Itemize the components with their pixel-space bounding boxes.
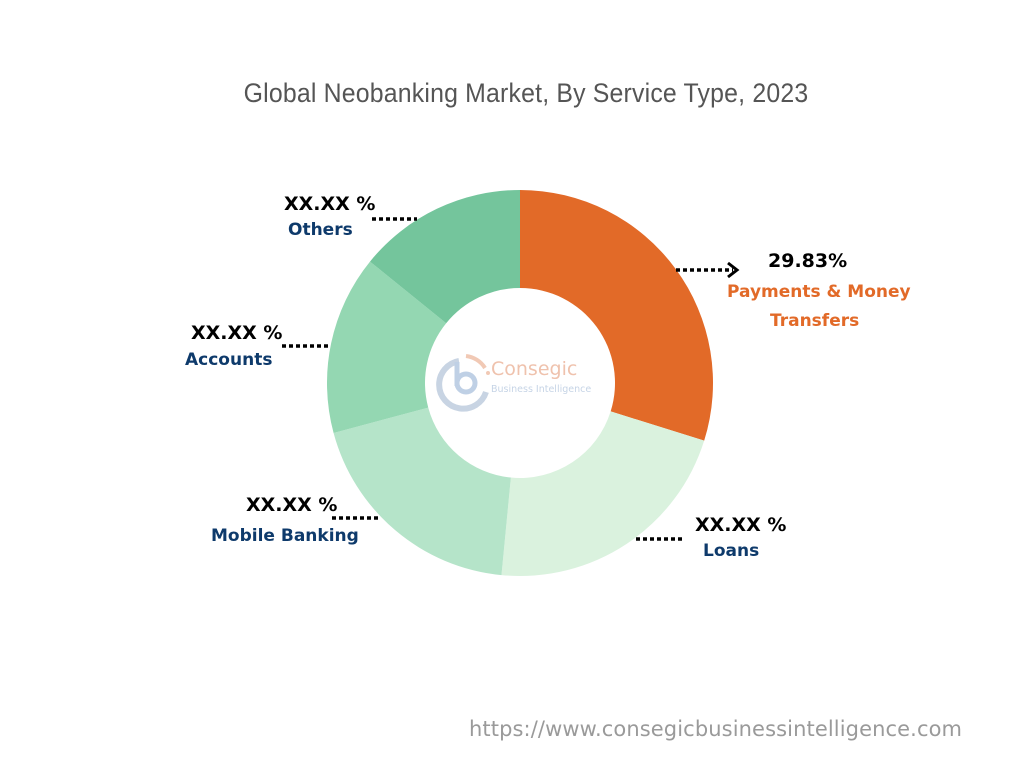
loans-label: Loans (703, 541, 760, 561)
accounts-label: Accounts (185, 350, 273, 370)
source-url: https://www.consegicbusinessintelligence… (469, 717, 963, 741)
accounts-value: XX.XX % (191, 322, 283, 344)
mobile-banking-value: XX.XX % (246, 494, 338, 516)
others-value: XX.XX % (284, 193, 376, 215)
consegic-logo-icon (436, 354, 490, 412)
loans-value: XX.XX % (695, 514, 787, 536)
slice-payments (520, 190, 714, 441)
arrow-head-icon (727, 261, 740, 279)
watermark-brand: Consegic (491, 358, 578, 380)
donut-slices (326, 190, 714, 576)
slice-loans (501, 411, 705, 576)
others-label: Others (288, 220, 353, 240)
slice-others (369, 190, 520, 324)
payments-label-line2: Transfers (770, 311, 860, 331)
watermark-tagline: Business Intelligence (491, 384, 592, 395)
payments-value: 29.83% (768, 250, 848, 272)
mobile-banking-label: Mobile Banking (211, 526, 359, 546)
payments-label-line1: Payments & Money (727, 282, 911, 302)
slice-accounts (326, 261, 447, 433)
chart-title: Global Neobanking Market, By Service Typ… (243, 78, 809, 108)
slice-mobile (333, 407, 511, 576)
